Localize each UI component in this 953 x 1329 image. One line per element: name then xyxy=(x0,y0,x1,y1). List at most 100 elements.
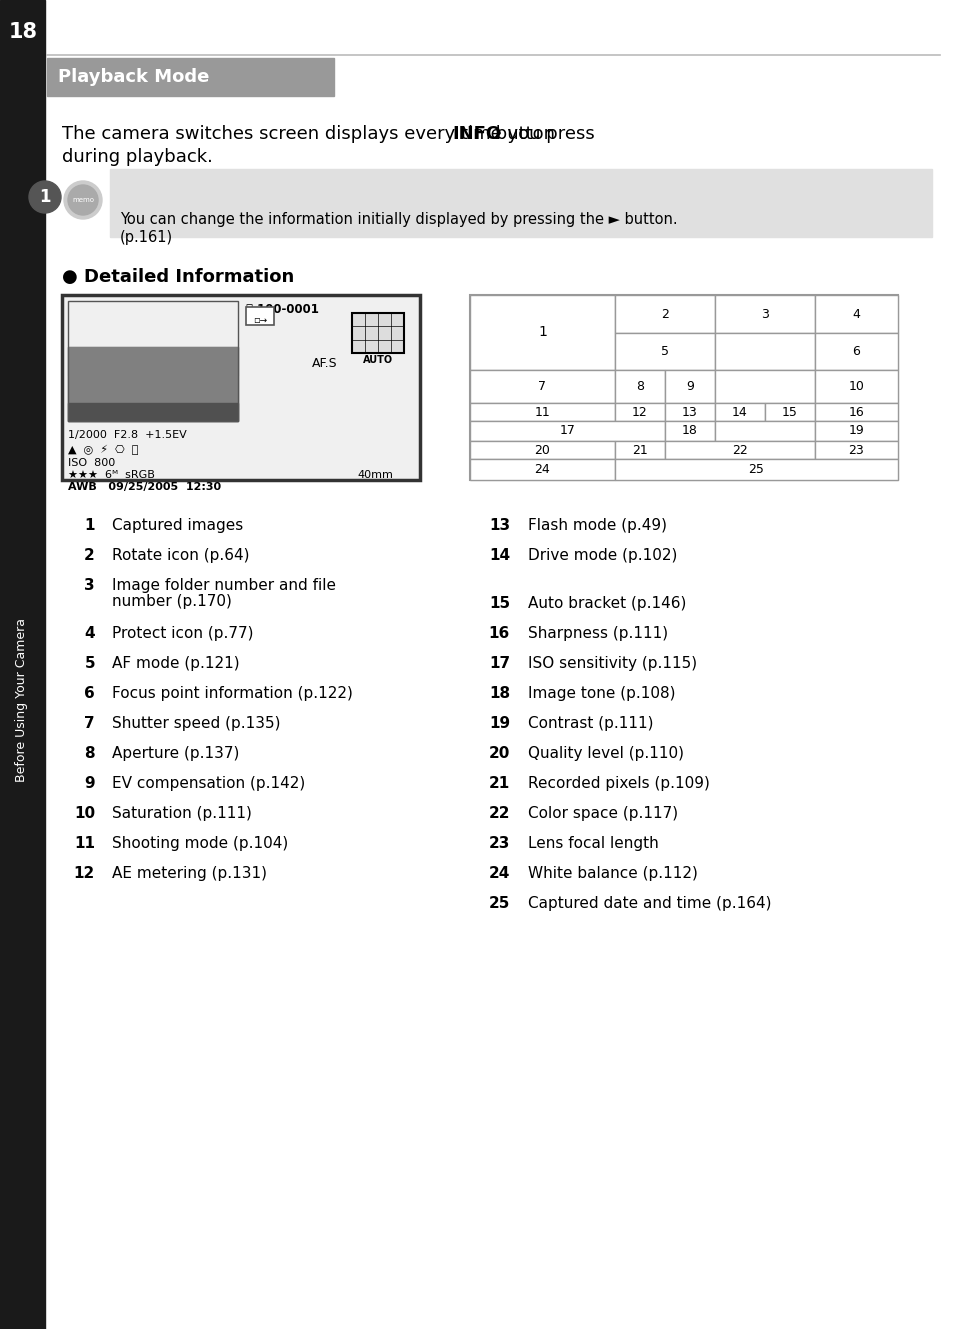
Bar xyxy=(47,58,334,96)
Bar xyxy=(68,375,237,421)
Bar xyxy=(615,459,897,480)
Text: 19: 19 xyxy=(848,424,863,437)
Text: 24: 24 xyxy=(534,462,550,476)
Bar xyxy=(470,295,897,480)
Text: 1: 1 xyxy=(537,326,546,339)
Bar xyxy=(664,403,714,421)
Bar xyxy=(246,307,274,326)
Text: Drive mode (p.102): Drive mode (p.102) xyxy=(527,548,677,563)
Text: ▲  ◎  ⚡  ⎔  ⎕: ▲ ◎ ⚡ ⎔ ⎕ xyxy=(68,445,138,456)
Bar xyxy=(764,403,814,421)
Text: 6: 6 xyxy=(852,346,860,358)
Bar xyxy=(714,369,814,403)
Text: Protect icon (p.77): Protect icon (p.77) xyxy=(112,626,253,641)
Text: Before Using Your Camera: Before Using Your Camera xyxy=(15,618,29,781)
Text: 21: 21 xyxy=(632,444,647,456)
Text: 15: 15 xyxy=(781,405,797,419)
Circle shape xyxy=(68,185,98,215)
Text: 5: 5 xyxy=(84,657,95,671)
Text: 3: 3 xyxy=(760,307,768,320)
Text: 15: 15 xyxy=(488,595,510,611)
Bar xyxy=(68,300,237,421)
Text: ★★★  6ᴹ  sRGB: ★★★ 6ᴹ sRGB xyxy=(68,470,154,480)
Text: 18: 18 xyxy=(681,424,698,437)
Bar xyxy=(814,421,897,441)
Text: 17: 17 xyxy=(488,657,510,671)
Bar xyxy=(110,169,931,237)
Text: 20: 20 xyxy=(534,444,550,456)
Bar xyxy=(68,403,237,421)
Text: 8: 8 xyxy=(84,746,95,762)
Bar xyxy=(470,369,615,403)
Text: 10: 10 xyxy=(847,380,863,393)
Text: 23: 23 xyxy=(848,444,863,456)
Text: Rotate icon (p.64): Rotate icon (p.64) xyxy=(112,548,250,563)
Text: Focus point information (p.122): Focus point information (p.122) xyxy=(112,686,353,700)
Text: 12: 12 xyxy=(632,405,647,419)
Text: AF mode (p.121): AF mode (p.121) xyxy=(112,657,239,671)
Bar xyxy=(664,421,714,441)
Text: 1: 1 xyxy=(39,187,51,206)
Bar xyxy=(352,314,403,354)
Text: 4: 4 xyxy=(84,626,95,641)
Text: AUTO: AUTO xyxy=(362,355,393,365)
Circle shape xyxy=(29,181,61,213)
Circle shape xyxy=(64,181,102,219)
Text: Saturation (p.111): Saturation (p.111) xyxy=(112,805,252,821)
Text: INFO: INFO xyxy=(452,125,501,144)
Bar xyxy=(714,295,814,334)
Text: Recorded pixels (p.109): Recorded pixels (p.109) xyxy=(527,776,709,791)
Text: Shooting mode (p.104): Shooting mode (p.104) xyxy=(112,836,288,851)
Text: Captured date and time (p.164): Captured date and time (p.164) xyxy=(527,896,771,910)
Bar xyxy=(714,421,814,441)
Bar xyxy=(470,403,615,421)
Text: 13: 13 xyxy=(681,405,698,419)
Bar xyxy=(62,295,419,480)
Text: 23: 23 xyxy=(488,836,510,851)
Text: ISO sensitivity (p.115): ISO sensitivity (p.115) xyxy=(527,657,697,671)
Text: 7: 7 xyxy=(84,716,95,731)
Text: (p.161): (p.161) xyxy=(120,230,172,245)
Text: Image tone (p.108): Image tone (p.108) xyxy=(527,686,675,700)
Bar xyxy=(714,403,764,421)
Text: 9: 9 xyxy=(685,380,693,393)
Text: 16: 16 xyxy=(488,626,510,641)
Bar xyxy=(470,295,615,369)
Text: 8: 8 xyxy=(636,380,643,393)
Text: 25: 25 xyxy=(748,462,763,476)
Text: Color space (p.117): Color space (p.117) xyxy=(527,805,678,821)
Text: AE metering (p.131): AE metering (p.131) xyxy=(112,867,267,881)
Text: 3: 3 xyxy=(84,578,95,593)
Text: 22: 22 xyxy=(488,805,510,821)
Bar xyxy=(814,334,897,369)
Text: 2: 2 xyxy=(660,307,668,320)
Text: 11: 11 xyxy=(534,405,550,419)
Text: button: button xyxy=(490,125,555,144)
Text: 40mm: 40mm xyxy=(356,470,393,480)
Bar xyxy=(814,441,897,459)
Bar xyxy=(0,0,45,1329)
Text: 2: 2 xyxy=(84,548,95,563)
Bar xyxy=(664,441,814,459)
Text: AF.S: AF.S xyxy=(312,358,337,369)
Text: 24: 24 xyxy=(488,867,510,881)
Text: 7: 7 xyxy=(537,380,546,393)
Text: Auto bracket (p.146): Auto bracket (p.146) xyxy=(527,595,685,611)
Text: 13: 13 xyxy=(488,518,510,533)
Text: EV compensation (p.142): EV compensation (p.142) xyxy=(112,776,305,791)
Text: 4: 4 xyxy=(852,307,860,320)
Text: ◽→: ◽→ xyxy=(253,316,267,326)
Text: You can change the information initially displayed by pressing the ► button.: You can change the information initially… xyxy=(120,213,677,227)
Text: 18: 18 xyxy=(9,23,37,43)
Text: 21: 21 xyxy=(488,776,510,791)
Text: The camera switches screen displays every time you press: The camera switches screen displays ever… xyxy=(62,125,599,144)
Text: 20: 20 xyxy=(488,746,510,762)
Text: ⎙ 100-0001: ⎙ 100-0001 xyxy=(246,303,318,316)
Bar xyxy=(470,421,664,441)
Text: 17: 17 xyxy=(559,424,575,437)
Text: 6: 6 xyxy=(84,686,95,700)
Text: 1: 1 xyxy=(85,518,95,533)
Text: 12: 12 xyxy=(73,867,95,881)
Text: ISO  800: ISO 800 xyxy=(68,459,115,468)
Bar xyxy=(615,369,664,403)
